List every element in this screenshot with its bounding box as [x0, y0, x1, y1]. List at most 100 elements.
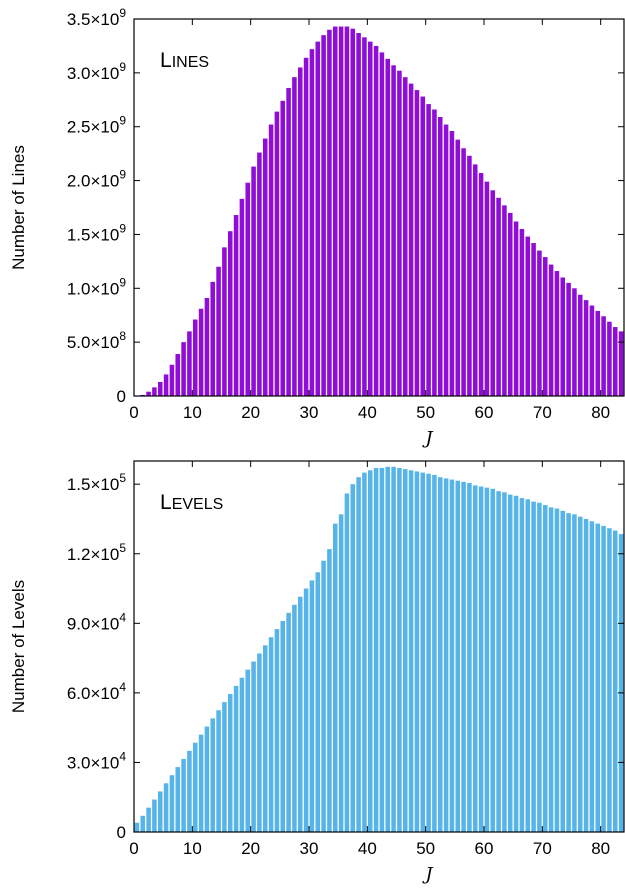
levels-x-axis-ticks: 0 10 20 30 40 50 60 70 80 — [129, 461, 610, 858]
bar-j-14 — [216, 710, 221, 832]
bar-j-50 — [426, 473, 431, 832]
x-tick-label: 10 — [183, 403, 202, 422]
bar-j-33 — [327, 29, 332, 397]
x-tick-label: 20 — [241, 839, 260, 858]
bar-j-47 — [408, 83, 414, 396]
x-tick-label: 50 — [416, 839, 435, 858]
bar-j-60 — [484, 181, 490, 396]
bar-j-60 — [484, 487, 490, 832]
bar-j-50 — [426, 104, 431, 396]
bar-j-32 — [321, 560, 326, 832]
bar-j-29 — [303, 588, 309, 832]
bar-j-72 — [554, 508, 560, 832]
bar-j-49 — [420, 96, 426, 397]
bar-j-1 — [140, 815, 146, 832]
bar-j-83 — [618, 534, 624, 832]
bar-j-13 — [210, 281, 216, 396]
lines-bar-series — [140, 26, 624, 397]
bar-j-76 — [577, 516, 583, 832]
bar-j-58 — [472, 485, 478, 832]
bar-j-58 — [472, 164, 478, 396]
levels-y-axis-label: Number of Levels — [9, 580, 28, 713]
bar-j-27 — [292, 77, 297, 397]
lines-y-axis-label: Number of Lines — [9, 145, 28, 270]
levels-plot-frame — [133, 460, 625, 833]
bar-j-42 — [379, 52, 385, 396]
bar-j-29 — [303, 57, 309, 396]
bar-j-67 — [525, 236, 531, 396]
x-tick-label: 50 — [416, 403, 435, 422]
bar-j-77 — [583, 300, 589, 396]
bar-j-34 — [332, 523, 338, 832]
y-tick-label: 2.0×109 — [67, 168, 126, 191]
y-tick-label: 3.0×104 — [67, 749, 126, 772]
bar-j-12 — [204, 297, 210, 396]
bar-j-15 — [222, 247, 227, 396]
bar-j-79 — [595, 523, 601, 832]
bar-j-47 — [408, 470, 414, 832]
bar-j-75 — [572, 514, 577, 832]
bar-j-31 — [315, 41, 321, 397]
bar-j-13 — [210, 718, 216, 832]
bar-j-81 — [607, 528, 612, 832]
bar-j-9 — [187, 750, 192, 832]
bar-j-71 — [548, 507, 554, 833]
bar-j-69 — [537, 502, 542, 832]
bar-j-54 — [449, 479, 455, 832]
bar-j-34 — [332, 26, 338, 396]
x-tick-label: 30 — [300, 403, 319, 422]
bar-j-53 — [443, 478, 449, 832]
lines-chart-panel: 0 5.0×108 1.0×109 1.5×109 2.0×109 2.5×109 3.0×… — [9, 6, 625, 449]
bar-j-82 — [612, 530, 618, 832]
bar-j-56 — [461, 481, 466, 832]
bar-j-66 — [519, 498, 525, 832]
bar-j-74 — [566, 282, 571, 396]
bar-j-40 — [367, 470, 373, 832]
bar-j-76 — [577, 294, 583, 396]
x-tick-label: 70 — [533, 839, 552, 858]
bar-j-21 — [257, 653, 262, 832]
x-tick-label: 70 — [533, 403, 552, 422]
bar-j-20 — [251, 166, 256, 396]
x-tick-label: 10 — [183, 839, 202, 858]
bar-j-75 — [572, 288, 577, 396]
lines-x-axis-ticks: 0 10 20 30 40 50 60 70 80 — [129, 19, 610, 422]
y-tick-label: 9.0×104 — [67, 610, 126, 633]
x-tick-label: 60 — [475, 403, 494, 422]
y-tick-label: 3.5×109 — [67, 6, 126, 29]
x-tick-label: 20 — [241, 403, 260, 422]
bar-j-20 — [251, 661, 256, 832]
bar-j-40 — [367, 41, 373, 397]
y-tick-label: 2.5×109 — [67, 114, 126, 137]
bar-j-80 — [601, 525, 606, 832]
bar-j-26 — [286, 87, 291, 396]
bar-j-57 — [467, 483, 472, 832]
bar-j-26 — [286, 612, 291, 832]
levels-bar-series — [134, 466, 624, 833]
bar-j-41 — [373, 45, 379, 397]
bar-j-31 — [315, 572, 321, 832]
bar-j-3 — [152, 387, 157, 396]
bar-j-23 — [268, 637, 274, 832]
levels-x-axis-label: J — [421, 864, 434, 885]
bar-j-61 — [490, 488, 496, 832]
bar-j-45 — [397, 467, 402, 832]
lines-panel-label: LINES — [160, 49, 209, 72]
bar-j-52 — [437, 117, 443, 397]
bar-j-55 — [455, 139, 461, 396]
y-tick-label: 1.0×109 — [67, 275, 126, 298]
bar-j-5 — [163, 783, 169, 832]
bar-j-6 — [169, 364, 175, 396]
bar-j-35 — [338, 514, 344, 832]
bar-j-15 — [222, 702, 227, 832]
bar-j-23 — [268, 124, 274, 396]
x-tick-label: 80 — [591, 839, 610, 858]
bar-j-3 — [152, 799, 157, 832]
bar-j-44 — [391, 466, 396, 832]
bar-j-82 — [612, 327, 618, 396]
bar-j-55 — [455, 480, 461, 832]
bar-j-63 — [502, 492, 507, 832]
bar-j-17 — [233, 215, 239, 396]
bar-j-83 — [618, 331, 624, 396]
